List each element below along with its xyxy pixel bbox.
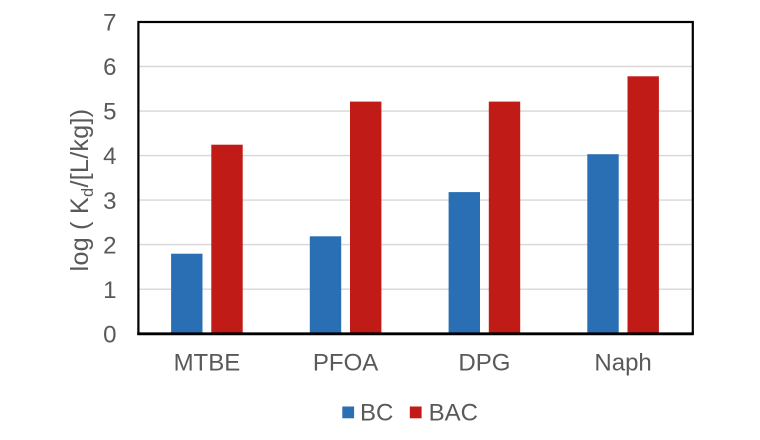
svg-text:Naph: Naph (594, 350, 651, 377)
svg-text:1: 1 (103, 277, 116, 304)
svg-text:PFOA: PFOA (313, 350, 378, 377)
svg-text:DPG: DPG (458, 350, 510, 377)
svg-text:2: 2 (103, 232, 116, 259)
svg-text:6: 6 (103, 54, 116, 81)
svg-text:BAC: BAC (429, 399, 478, 426)
svg-text:4: 4 (103, 143, 116, 170)
svg-text:5: 5 (103, 99, 116, 126)
svg-text:MTBE: MTBE (174, 350, 241, 377)
svg-text:7: 7 (103, 10, 116, 37)
svg-text:3: 3 (103, 188, 116, 215)
svg-text:BC: BC (360, 399, 393, 426)
svg-text:0: 0 (103, 321, 116, 348)
